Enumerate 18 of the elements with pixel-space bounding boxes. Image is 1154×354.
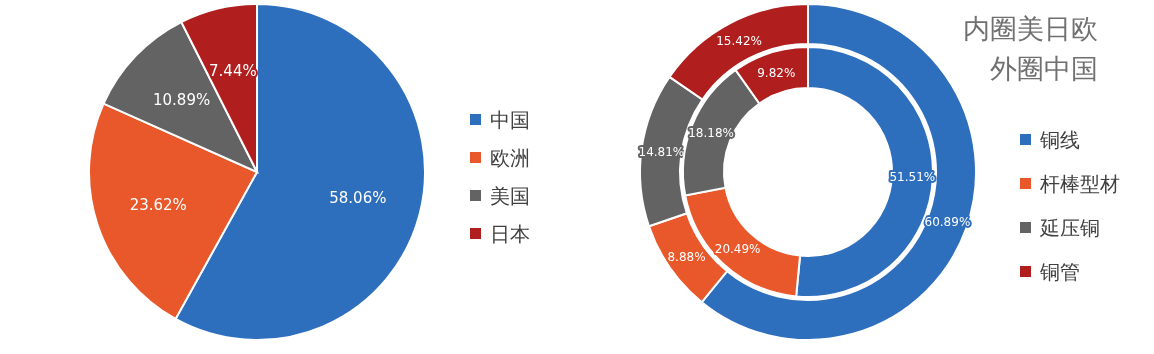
legend-label: 铜管	[1039, 260, 1080, 284]
legend-label: 日本	[490, 222, 530, 246]
data-label: 58.06%	[329, 189, 387, 208]
legend-label: 杆棒型材	[1039, 172, 1120, 196]
data-label: 15.42%	[716, 34, 762, 49]
data-label: 20.49%	[714, 242, 761, 257]
legend-label: 延压铜	[1039, 216, 1100, 240]
legend-label: 中国	[490, 108, 530, 132]
legend-label: 铜线	[1039, 128, 1080, 152]
data-label: 23.62%	[129, 196, 187, 215]
data-label: 8.88%	[667, 249, 706, 264]
text: 外圈中国	[990, 53, 1098, 84]
text: 内圈美日欧	[963, 13, 1098, 44]
legend-label: 欧洲	[490, 146, 530, 170]
data-label: 9.82%	[757, 65, 796, 80]
data-label: 10.89%	[152, 91, 211, 110]
data-label: 7.44%	[209, 61, 257, 80]
legend-label: 美国	[490, 184, 530, 208]
